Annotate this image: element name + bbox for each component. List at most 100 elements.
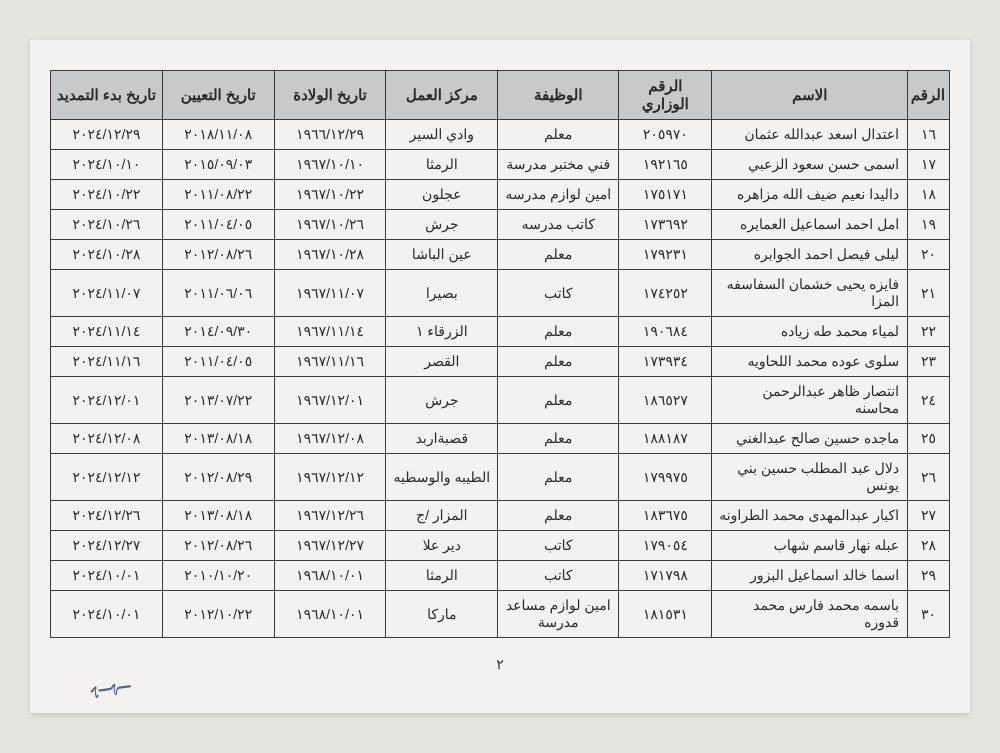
cell-place: ماركا	[386, 591, 498, 638]
table-row: ٢٤انتصار ظاهر عبدالرحمن محاسنه١٨٦٥٢٧معلم…	[51, 377, 950, 424]
cell-place: قصبةاربد	[386, 424, 498, 454]
cell-job: كاتب	[498, 561, 619, 591]
cell-job: معلم	[498, 240, 619, 270]
table-row: ٢٥ماجده حسين صالح عبدالغني١٨٨١٨٧معلمقصبة…	[51, 424, 950, 454]
cell-name: انتصار ظاهر عبدالرحمن محاسنه	[712, 377, 908, 424]
cell-place: عين الباشا	[386, 240, 498, 270]
cell-ext: ٢٠٢٤/١١/١٦	[51, 347, 163, 377]
cell-ext: ٢٠٢٤/١٢/٠٨	[51, 424, 163, 454]
cell-hire: ٢٠١٢/٠٨/٢٦	[162, 531, 274, 561]
cell-dob: ١٩٦٧/١١/٠٧	[274, 270, 386, 317]
col-hiredate: تاريخ التعيين	[162, 71, 274, 120]
col-extension: تاريخ بدء التمديد	[51, 71, 163, 120]
cell-dob: ١٩٦٧/١٢/٢٧	[274, 531, 386, 561]
cell-dob: ١٩٦٧/١٠/٢٢	[274, 180, 386, 210]
cell-name: ماجده حسين صالح عبدالغني	[712, 424, 908, 454]
cell-ext: ٢٠٢٤/١٢/١٢	[51, 454, 163, 501]
cell-hire: ٢٠١٢/٠٨/٢٩	[162, 454, 274, 501]
cell-job: امين لوازم مساعد مدرسة	[498, 591, 619, 638]
cell-id: ١٨١٥٣١	[619, 591, 712, 638]
table-body: ١٦اعتدال اسعد عبدالله عثمان٢٠٥٩٧٠معلمواد…	[51, 120, 950, 638]
cell-number: ١٨	[908, 180, 950, 210]
cell-hire: ٢٠١٠/١٠/٢٠	[162, 561, 274, 591]
table-row: ٣٠باسمه محمد فارس محمد قدوره١٨١٥٣١امين ل…	[51, 591, 950, 638]
cell-id: ١٨٨١٨٧	[619, 424, 712, 454]
cell-name: دلال عبد المطلب حسين بني يونس	[712, 454, 908, 501]
cell-number: ٢٩	[908, 561, 950, 591]
cell-ext: ٢٠٢٤/١٠/٢٨	[51, 240, 163, 270]
cell-hire: ٢٠١١/٠٤/٠٥	[162, 347, 274, 377]
cell-id: ١٩٢١٦٥	[619, 150, 712, 180]
cell-hire: ٢٠١١/٠٤/٠٥	[162, 210, 274, 240]
cell-place: وادي السير	[386, 120, 498, 150]
cell-ext: ٢٠٢٤/١٢/٠١	[51, 377, 163, 424]
document-page: الرقم الاسم الرقم الوزاري الوظيفة مركز ا…	[30, 40, 970, 713]
cell-place: الطيبه والوسطيه	[386, 454, 498, 501]
cell-name: اعتدال اسعد عبدالله عثمان	[712, 120, 908, 150]
cell-id: ١٧٣٩٣٤	[619, 347, 712, 377]
cell-dob: ١٩٦٧/١٢/٢٦	[274, 501, 386, 531]
cell-job: معلم	[498, 377, 619, 424]
table-header-row: الرقم الاسم الرقم الوزاري الوظيفة مركز ا…	[51, 71, 950, 120]
cell-number: ١٧	[908, 150, 950, 180]
cell-place: بصيرا	[386, 270, 498, 317]
cell-job: فني مختبر مدرسة	[498, 150, 619, 180]
cell-number: ١٩	[908, 210, 950, 240]
col-ministerial-id: الرقم الوزاري	[619, 71, 712, 120]
cell-number: ٢٨	[908, 531, 950, 561]
cell-dob: ١٩٦٦/١٢/٢٩	[274, 120, 386, 150]
cell-place: القصر	[386, 347, 498, 377]
cell-ext: ٢٠٢٤/١٢/٢٩	[51, 120, 163, 150]
cell-name: اكبار عبدالمهدى محمد الطراونه	[712, 501, 908, 531]
cell-name: سلوى عوده محمد اللحاويه	[712, 347, 908, 377]
cell-job: معلم	[498, 317, 619, 347]
cell-job: معلم	[498, 120, 619, 150]
cell-dob: ١٩٦٧/١٢/١٢	[274, 454, 386, 501]
table-row: ٢٦دلال عبد المطلب حسين بني يونس١٧٩٩٧٥معل…	[51, 454, 950, 501]
cell-hire: ٢٠١٣/٠٨/١٨	[162, 501, 274, 531]
cell-place: جرش	[386, 210, 498, 240]
cell-number: ٢٠	[908, 240, 950, 270]
cell-ext: ٢٠٢٤/١١/٠٧	[51, 270, 163, 317]
cell-ext: ٢٠٢٤/١١/١٤	[51, 317, 163, 347]
cell-dob: ١٩٦٨/١٠/٠١	[274, 561, 386, 591]
cell-id: ١٧٩٠٥٤	[619, 531, 712, 561]
cell-ext: ٢٠٢٤/١٠/٠١	[51, 591, 163, 638]
cell-name: داليدا نعيم ضيف الله مزاهره	[712, 180, 908, 210]
cell-hire: ٢٠١٣/٠٧/٢٢	[162, 377, 274, 424]
cell-name: باسمه محمد فارس محمد قدوره	[712, 591, 908, 638]
cell-name: امل احمد اسماعيل العمايره	[712, 210, 908, 240]
cell-name: اسما خالد اسماعيل البزور	[712, 561, 908, 591]
cell-ext: ٢٠٢٤/١٢/٢٦	[51, 501, 163, 531]
cell-hire: ٢٠١٤/٠٩/٣٠	[162, 317, 274, 347]
cell-place: الرمثا	[386, 561, 498, 591]
cell-name: ليلى فيصل احمد الجوابره	[712, 240, 908, 270]
cell-place: الزرقاء ١	[386, 317, 498, 347]
cell-ext: ٢٠٢٤/١٠/٢٢	[51, 180, 163, 210]
cell-dob: ١٩٦٨/١٠/٠١	[274, 591, 386, 638]
table-row: ١٧اسمى حسن سعود الزعبي١٩٢١٦٥فني مختبر مد…	[51, 150, 950, 180]
cell-number: ٣٠	[908, 591, 950, 638]
cell-place: الرمثا	[386, 150, 498, 180]
cell-hire: ٢٠١٥/٠٩/٠٣	[162, 150, 274, 180]
cell-hire: ٢٠١٢/١٠/٢٢	[162, 591, 274, 638]
cell-hire: ٢٠١٢/٠٨/٢٦	[162, 240, 274, 270]
col-birthdate: تاريخ الولادة	[274, 71, 386, 120]
cell-id: ١٨٦٥٢٧	[619, 377, 712, 424]
cell-name: لمياء محمد طه زياده	[712, 317, 908, 347]
table-row: ٢٣سلوى عوده محمد اللحاويه١٧٣٩٣٤معلمالقصر…	[51, 347, 950, 377]
employees-table: الرقم الاسم الرقم الوزاري الوظيفة مركز ا…	[50, 70, 950, 638]
cell-dob: ١٩٦٧/١٠/١٠	[274, 150, 386, 180]
cell-job: كاتب	[498, 270, 619, 317]
cell-hire: ٢٠١١/٠٦/٠٦	[162, 270, 274, 317]
cell-job: معلم	[498, 347, 619, 377]
table-row: ٢١فايزه يحيى خشمان السفاسفه المزا١٧٤٢٥٢ك…	[51, 270, 950, 317]
cell-ext: ٢٠٢٤/١٠/١٠	[51, 150, 163, 180]
cell-job: كاتب مدرسه	[498, 210, 619, 240]
cell-hire: ٢٠١١/٠٨/٢٢	[162, 180, 274, 210]
cell-job: معلم	[498, 501, 619, 531]
cell-ext: ٢٠٢٤/١٠/٢٦	[51, 210, 163, 240]
table-row: ١٨داليدا نعيم ضيف الله مزاهره١٧٥١٧١امين …	[51, 180, 950, 210]
cell-number: ٢١	[908, 270, 950, 317]
cell-dob: ١٩٦٧/١٠/٢٨	[274, 240, 386, 270]
